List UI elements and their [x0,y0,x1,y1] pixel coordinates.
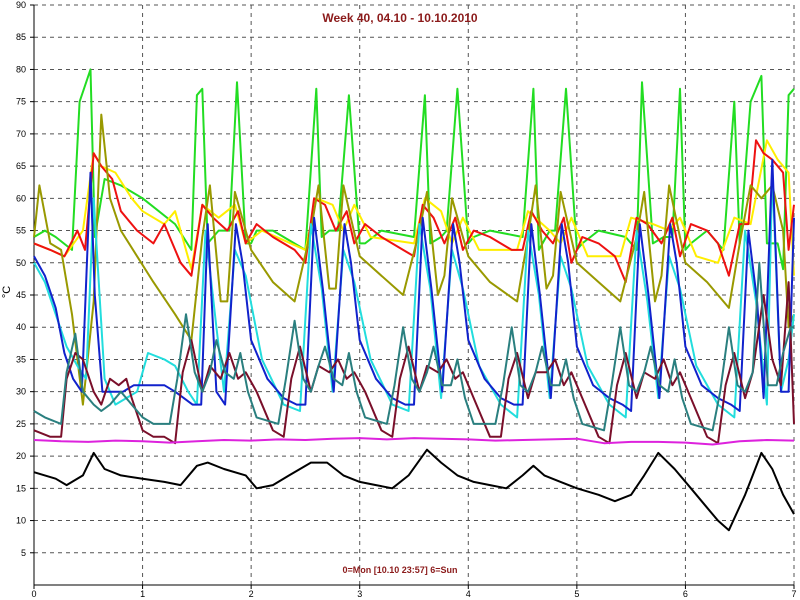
y-tick-label: 60 [16,193,26,203]
x-tick-label: 3 [357,589,362,599]
y-tick-label: 35 [16,354,26,364]
y-tick-label: 70 [16,129,26,139]
y-tick-label: 30 [16,387,26,397]
y-tick-label: 20 [16,451,26,461]
chart-footer: 0=Mon [10.10 23:57] 6=Sun [342,565,457,575]
series-line-5 [33,171,795,419]
series-line-3 [33,139,795,284]
y-tick-label: 45 [16,290,26,300]
y-tick-label: 15 [16,483,26,493]
x-tick-labels: 0 1 2 3 4 5 6 7 [31,589,796,599]
chart-title: Week 40, 04.10 - 10.10.2010 [322,11,478,25]
series-line-10 [33,448,795,532]
x-tick-label: 5 [574,589,579,599]
y-tick-label: 80 [16,64,26,74]
y-tick-label: 10 [16,516,26,526]
y-tick-label: 85 [16,32,26,42]
x-tick-label: 7 [791,589,796,599]
y-tick-label: 65 [16,161,26,171]
x-tick-label: 2 [249,589,254,599]
y-tick-label: 5 [21,548,26,558]
y-tick-label: 40 [16,322,26,332]
y-tick-label: 75 [16,97,26,107]
x-tick-label: 0 [31,589,36,599]
y-tick-labels: 5 10 15 20 25 30 35 40 45 50 55 60 65 70 75 80 85 90 [16,0,26,558]
series-line-6 [33,158,795,412]
y-axis-label: °C [1,286,13,298]
series-line-8 [33,261,794,432]
x-tick-label: 6 [683,589,688,599]
y-tick-label: 25 [16,419,26,429]
axes [30,4,795,589]
series-lines [33,68,795,532]
x-tick-label: 1 [140,589,145,599]
y-tick-label: 90 [16,0,26,10]
series-line-9 [33,437,795,446]
x-tick-label: 4 [466,589,471,599]
y-tick-label: 50 [16,258,26,268]
y-tick-label: 55 [16,226,26,236]
